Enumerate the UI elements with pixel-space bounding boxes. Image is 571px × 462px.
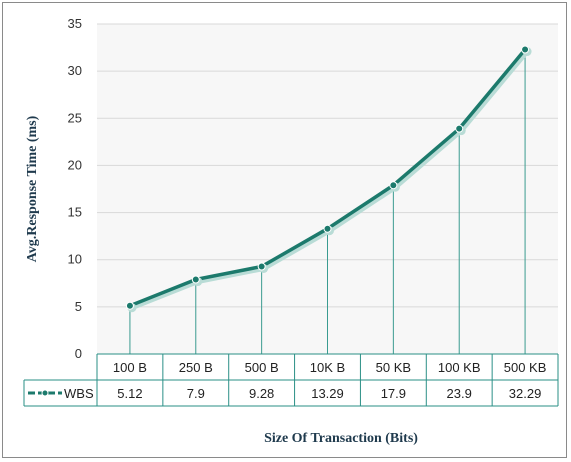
y-tick-label: 5	[75, 299, 82, 314]
data-value-cell: 7.9	[187, 386, 205, 401]
y-tick-label: 30	[68, 63, 82, 78]
x-category-label: 100 B	[113, 360, 147, 375]
y-tick-label: 0	[75, 346, 82, 361]
y-tick-label: 15	[68, 205, 82, 220]
x-category-label: 10K B	[310, 360, 345, 375]
y-tick-label: 20	[68, 157, 82, 172]
y-tick-label: 25	[68, 110, 82, 125]
data-point	[257, 262, 266, 271]
data-value-cell: 5.12	[117, 386, 142, 401]
x-category-label: 100 KB	[438, 360, 481, 375]
data-value-cell: 13.29	[311, 386, 344, 401]
y-tick-label: 35	[68, 16, 82, 31]
y-axis-title: Avg.Response Time (ms)	[25, 115, 40, 262]
y-axis-ticks: 0 5 10 15 20 25 30 35	[68, 16, 82, 361]
data-value-cell: 9.28	[249, 386, 274, 401]
legend-label: WBS	[64, 386, 94, 401]
x-category-label: 250 B	[179, 360, 213, 375]
data-point	[191, 275, 200, 284]
data-table: 100 B 5.12 250 B 7.9 500 B 9.28 10K B 13.29 50 K…	[23, 353, 559, 407]
y-tick-label: 10	[68, 252, 82, 267]
x-category-label: 500 KB	[504, 360, 547, 375]
data-value-cell: 23.9	[447, 386, 472, 401]
x-category-label: 500 B	[245, 360, 279, 375]
data-point	[125, 301, 134, 310]
x-axis-title: Size Of Transaction (Bits)	[264, 431, 418, 446]
data-point	[323, 224, 332, 233]
data-value-cell: 32.29	[509, 386, 542, 401]
data-point	[455, 124, 464, 133]
data-point	[521, 45, 530, 54]
data-value-cell: 17.9	[381, 386, 406, 401]
legend-marker-icon	[41, 389, 49, 397]
data-point	[389, 181, 398, 190]
x-category-label: 50 KB	[376, 360, 411, 375]
drop-lines	[129, 49, 526, 354]
series-wbs	[125, 45, 532, 313]
